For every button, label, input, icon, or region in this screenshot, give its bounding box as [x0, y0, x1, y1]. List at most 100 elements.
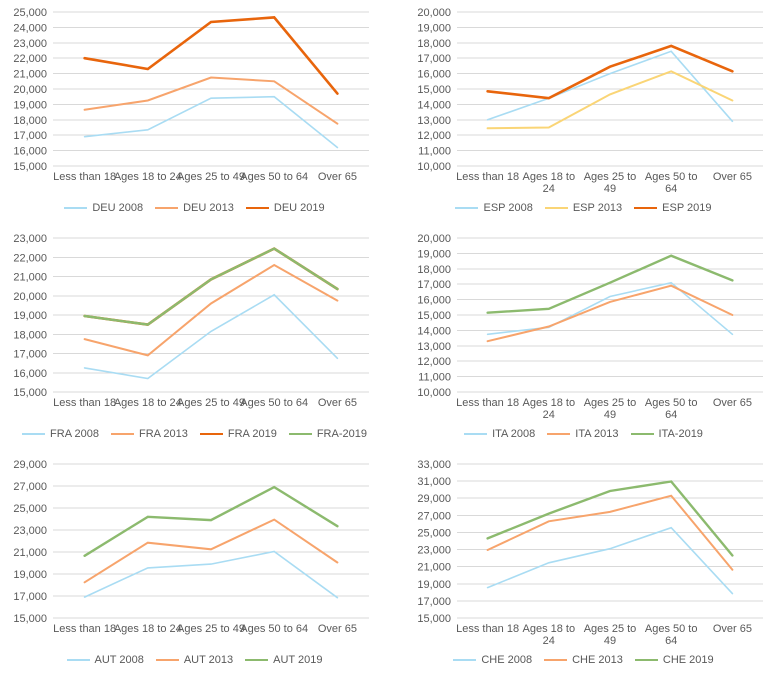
esp-legend: ESP 2008 ESP 2013 ESP 2019	[389, 199, 778, 217]
x-category-label: Ages 50 to 64	[645, 171, 698, 195]
y-tick-label: 15,000	[13, 613, 47, 625]
y-tick-label: 12,000	[417, 356, 451, 368]
x-category-label: Less than 18	[456, 397, 519, 409]
legend-label: FRA-2019	[316, 428, 367, 440]
legend-item-che-2019: CHE 2019	[634, 654, 714, 666]
x-category-label: Over 65	[713, 397, 752, 409]
y-tick-label: 24,000	[13, 22, 47, 34]
deu-plot: 15,000 16,000 17,000 18,000 19,000 20,000 21,0…	[13, 7, 369, 183]
y-tick-label: 27,000	[13, 481, 47, 493]
y-tick-label: 23,000	[13, 525, 47, 537]
y-tick-label: 21,000	[13, 272, 47, 284]
legend-label: ITA 2008	[492, 428, 536, 440]
y-tick-label: 23,000	[13, 38, 47, 50]
legend-label: CHE 2019	[662, 654, 714, 666]
chart-ita: 10,000 11,000 12,000 13,000 14,000 15,000 16,0…	[389, 226, 778, 452]
y-tick-label: 17,000	[13, 349, 47, 361]
y-tick-label: 18,000	[417, 38, 451, 50]
legend-swatch-icon	[453, 659, 477, 661]
deu-legend: DEU 2008 DEU 2013 DEU 2019	[0, 199, 389, 217]
y-tick-label: 13,000	[417, 115, 451, 127]
gridlines	[53, 237, 369, 393]
y-tick-label: 15,000	[13, 387, 47, 399]
line-esp-2019	[486, 44, 734, 100]
y-tick-label: 29,000	[417, 493, 451, 505]
x-category-label: Ages 50 to 64	[240, 623, 308, 635]
legend-swatch-icon	[288, 433, 312, 435]
y-tick-label: 18,000	[13, 115, 47, 127]
legend-swatch-icon	[155, 659, 179, 661]
x-category-label: Over 65	[318, 171, 357, 183]
legend-label: DEU 2013	[183, 202, 234, 214]
y-tick-label: 19,000	[13, 569, 47, 581]
chart-deu: 15,000 16,000 17,000 18,000 19,000 20,000 21,0…	[0, 0, 389, 226]
y-tick-label: 21,000	[13, 69, 47, 81]
y-tick-label: 22,000	[13, 53, 47, 65]
legend-swatch-icon	[245, 207, 269, 209]
y-tick-label: 14,000	[417, 325, 451, 337]
y-tick-label: 11,000	[418, 146, 451, 158]
x-category-label: Ages 18 to 24	[523, 397, 576, 421]
x-category-label: Less than 18	[456, 623, 519, 635]
chart-fra: 15,000 16,000 17,000 18,000 19,000 20,000 21,0…	[0, 226, 389, 452]
y-tick-label: 10,000	[417, 161, 451, 173]
y-axis-labels: 15,000 16,000 17,000 18,000 19,000 20,000 21,0…	[13, 233, 47, 399]
y-axis-labels: 10,000 11,000 12,000 13,000 14,000 15,000 16,0…	[417, 7, 451, 173]
y-tick-label: 15,000	[13, 161, 47, 173]
x-axis-labels: Less than 18 Ages 18 to 24 Ages 25 to 49 Ages…	[456, 623, 752, 647]
line-esp-2013	[486, 70, 734, 130]
fra-legend: FRA 2008 FRA 2013 FRA 2019 FRA-2019	[0, 425, 389, 443]
legend-label: DEU 2008	[92, 202, 144, 214]
x-category-label: Over 65	[318, 397, 357, 409]
y-tick-label: 23,000	[417, 545, 451, 557]
aut-plot: 15,000 17,000 19,000 21,000 23,000 25,000 27,0…	[13, 459, 369, 635]
legend-item-ita-2008: ITA 2008	[464, 428, 535, 440]
line-ita-2013	[486, 284, 734, 343]
y-tick-label: 19,000	[417, 248, 451, 260]
gridlines	[457, 237, 763, 393]
y-tick-label: 21,000	[13, 547, 47, 559]
line-deu-2019	[83, 16, 339, 95]
x-category-label: Ages 50 to 64	[645, 623, 698, 647]
x-axis-labels: Less than 18 Ages 18 to 24 Ages 25 to 49 Ages…	[456, 171, 752, 195]
x-category-label: Ages 50 to 64	[240, 397, 308, 409]
x-category-label: Ages 18 to 24	[523, 171, 576, 195]
y-tick-label: 20,000	[417, 233, 451, 245]
legend-item-fra-2019: FRA-2019	[288, 428, 367, 440]
line-fra-2008	[83, 293, 339, 380]
y-tick-label: 17,000	[417, 53, 451, 65]
legend-label: CHE 2013	[572, 654, 623, 666]
y-tick-label: 22,000	[13, 252, 47, 264]
y-tick-label: 31,000	[417, 476, 451, 488]
ita-plot: 10,000 11,000 12,000 13,000 14,000 15,000 16,0…	[417, 233, 763, 421]
y-tick-label: 11,000	[418, 372, 451, 384]
y-tick-label: 14,000	[417, 99, 451, 111]
y-tick-label: 19,000	[417, 579, 451, 591]
line-esp-2008	[486, 50, 734, 123]
legend-item-esp-2019: ESP 2019	[634, 202, 712, 214]
y-tick-label: 15,000	[417, 84, 451, 96]
ita-legend: ITA 2008 ITA 2013 ITA-2019	[389, 425, 778, 443]
x-category-label: Less than 18	[53, 397, 116, 409]
y-tick-label: 29,000	[13, 459, 47, 471]
y-tick-label: 15,000	[417, 310, 451, 322]
x-category-label: Less than 18	[53, 623, 116, 635]
line-che-2019	[486, 480, 734, 557]
x-category-label: Over 65	[713, 623, 752, 635]
y-tick-label: 16,000	[13, 368, 47, 380]
y-tick-label: 20,000	[13, 84, 47, 96]
gridlines	[53, 463, 369, 619]
legend-swatch-icon	[544, 659, 568, 661]
legend-item-esp-2008: ESP 2008	[455, 202, 533, 214]
x-category-label: Ages 18 to 24	[114, 171, 182, 183]
y-tick-label: 12,000	[417, 130, 451, 142]
legend-item-ita-2019: ITA-2019	[630, 428, 703, 440]
legend-label: ITA 2013	[575, 428, 619, 440]
legend-item-aut-2019: AUT 2019	[245, 654, 322, 666]
x-axis-labels: Less than 18 Ages 18 to 24 Ages 25 to 49 Ages…	[456, 397, 752, 421]
legend-swatch-icon	[634, 207, 658, 209]
aut-legend: AUT 2008 AUT 2013 AUT 2019	[0, 651, 389, 669]
y-tick-label: 17,000	[417, 279, 451, 291]
legend-swatch-icon	[630, 433, 654, 435]
line-aut-2013	[83, 518, 339, 584]
